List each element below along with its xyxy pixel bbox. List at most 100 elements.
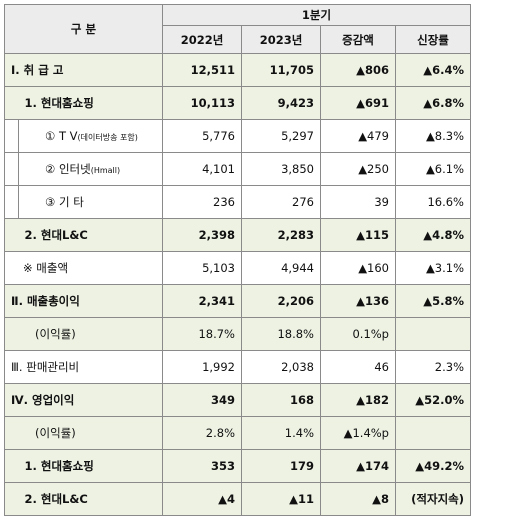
indent-spacer <box>4 185 19 219</box>
table-row: Ⅳ. 영업이익 349 168 ▲182 ▲52.0% <box>4 383 471 417</box>
indent-spacer <box>4 218 19 252</box>
cell-growth: ▲4.8% <box>395 218 471 252</box>
indent-spacer <box>4 152 19 186</box>
col-header-change: 증감액 <box>320 25 396 54</box>
cell-change: ▲115 <box>320 218 396 252</box>
table-row: (이익률) 2.8% 1.4% ▲1.4%p <box>4 416 471 450</box>
cell-change: ▲174 <box>320 449 396 483</box>
cell-2023: 1.4% <box>241 416 321 450</box>
cell-2023: 2,038 <box>241 350 321 384</box>
cell-growth: ▲6.4% <box>395 53 471 87</box>
cell-change: ▲691 <box>320 86 396 120</box>
cell-2023: 18.8% <box>241 317 321 351</box>
row-label: 2. 현대L&C <box>18 218 163 252</box>
row-label: ② 인터넷 <box>45 162 91 176</box>
cell-2022: 12,511 <box>162 53 242 87</box>
cell-2022: 5,776 <box>162 119 242 153</box>
cell-growth <box>395 317 471 351</box>
cell-change: ▲182 <box>320 383 396 417</box>
row-label: ① T V <box>45 129 78 143</box>
cell-growth: ▲52.0% <box>395 383 471 417</box>
cell-2022: 2,341 <box>162 284 242 318</box>
cell-2022: 353 <box>162 449 242 483</box>
cell-change: ▲8 <box>320 482 396 516</box>
row-label: Ⅳ. 영업이익 <box>4 383 163 417</box>
row-label: 1. 현대홈쇼핑 <box>18 449 163 483</box>
header-row-1: 구 분 1분기 <box>4 4 471 54</box>
row-label-cell: ① T V(데이터방송 포함) <box>18 119 163 153</box>
indent-spacer <box>4 119 19 153</box>
cell-2023: 5,297 <box>241 119 321 153</box>
indent-spacer <box>4 86 19 120</box>
cell-2022: ▲4 <box>162 482 242 516</box>
cell-2023: 2,206 <box>241 284 321 318</box>
cell-2022: 349 <box>162 383 242 417</box>
table-row: 1. 현대홈쇼핑 10,113 9,423 ▲691 ▲6.8% <box>4 86 471 120</box>
table-row: (이익률) 18.7% 18.8% 0.1%p <box>4 317 471 351</box>
table-row: 1. 현대홈쇼핑 353 179 ▲174 ▲49.2% <box>4 449 471 483</box>
cell-growth <box>395 416 471 450</box>
cell-2023: 276 <box>241 185 321 219</box>
table-row: Ⅲ. 판매관리비 1,992 2,038 46 2.3% <box>4 350 471 384</box>
table-row: ② 인터넷(Hmall) 4,101 3,850 ▲250 ▲6.1% <box>4 152 471 186</box>
row-label-cell: ② 인터넷(Hmall) <box>18 152 163 186</box>
cell-growth: ▲8.3% <box>395 119 471 153</box>
cell-2023: 168 <box>241 383 321 417</box>
table-row: Ⅱ. 매출총이익 2,341 2,206 ▲136 ▲5.8% <box>4 284 471 318</box>
row-label: 1. 현대홈쇼핑 <box>18 86 163 120</box>
cell-growth: ▲6.1% <box>395 152 471 186</box>
cell-2022: 5,103 <box>162 251 242 285</box>
category-header: 구 분 <box>4 4 163 54</box>
indent-spacer <box>4 449 19 483</box>
row-label-note: (Hmall) <box>90 166 121 175</box>
cell-2022: 236 <box>162 185 242 219</box>
cell-change: ▲250 <box>320 152 396 186</box>
cell-change: ▲136 <box>320 284 396 318</box>
cell-2022: 2,398 <box>162 218 242 252</box>
cell-2023: 9,423 <box>241 86 321 120</box>
table-row: 2. 현대L&C ▲4 ▲11 ▲8 (적자지속) <box>4 482 471 516</box>
row-label: ※ 매출액 <box>4 251 163 285</box>
table-row: Ⅰ. 취 급 고 12,511 11,705 ▲806 ▲6.4% <box>4 53 471 87</box>
cell-2022: 2.8% <box>162 416 242 450</box>
cell-growth: ▲5.8% <box>395 284 471 318</box>
row-label: Ⅰ. 취 급 고 <box>4 53 163 87</box>
row-label: ③ 기 타 <box>18 185 163 219</box>
cell-change: ▲1.4%p <box>320 416 396 450</box>
cell-growth: 2.3% <box>395 350 471 384</box>
period-header: 1분기 <box>162 4 471 26</box>
cell-growth: ▲49.2% <box>395 449 471 483</box>
col-header-2022: 2022년 <box>162 25 242 54</box>
row-label: Ⅲ. 판매관리비 <box>4 350 163 384</box>
col-header-2023: 2023년 <box>241 25 321 54</box>
cell-growth: (적자지속) <box>395 482 471 516</box>
table-row: 2. 현대L&C 2,398 2,283 ▲115 ▲4.8% <box>4 218 471 252</box>
row-label: (이익률) <box>4 317 163 351</box>
col-header-growth: 신장률 <box>395 25 471 54</box>
cell-2023: ▲11 <box>241 482 321 516</box>
cell-2022: 4,101 <box>162 152 242 186</box>
cell-growth: ▲6.8% <box>395 86 471 120</box>
row-label: Ⅱ. 매출총이익 <box>4 284 163 318</box>
indent-spacer <box>4 482 19 516</box>
header-row-2: 2022년 2023년 증감액 신장률 <box>5 25 471 54</box>
row-label-note: (데이터방송 포함) <box>77 133 138 142</box>
cell-change: 0.1%p <box>320 317 396 351</box>
cell-change: 39 <box>320 185 396 219</box>
table-row: ※ 매출액 5,103 4,944 ▲160 ▲3.1% <box>4 251 471 285</box>
cell-growth: ▲3.1% <box>395 251 471 285</box>
cell-growth: 16.6% <box>395 185 471 219</box>
cell-change: ▲806 <box>320 53 396 87</box>
cell-2023: 179 <box>241 449 321 483</box>
cell-2023: 4,944 <box>241 251 321 285</box>
financial-table: 구 분 1분기 2022년 2023년 증감액 신장률 Ⅰ. 취 급 고 12,… <box>4 4 471 516</box>
cell-change: ▲160 <box>320 251 396 285</box>
cell-2022: 10,113 <box>162 86 242 120</box>
row-label: (이익률) <box>4 416 163 450</box>
table-row: ③ 기 타 236 276 39 16.6% <box>4 185 471 219</box>
row-label: 2. 현대L&C <box>18 482 163 516</box>
cell-2023: 3,850 <box>241 152 321 186</box>
cell-2023: 2,283 <box>241 218 321 252</box>
cell-change: ▲479 <box>320 119 396 153</box>
table-row: ① T V(데이터방송 포함) 5,776 5,297 ▲479 ▲8.3% <box>4 119 471 153</box>
